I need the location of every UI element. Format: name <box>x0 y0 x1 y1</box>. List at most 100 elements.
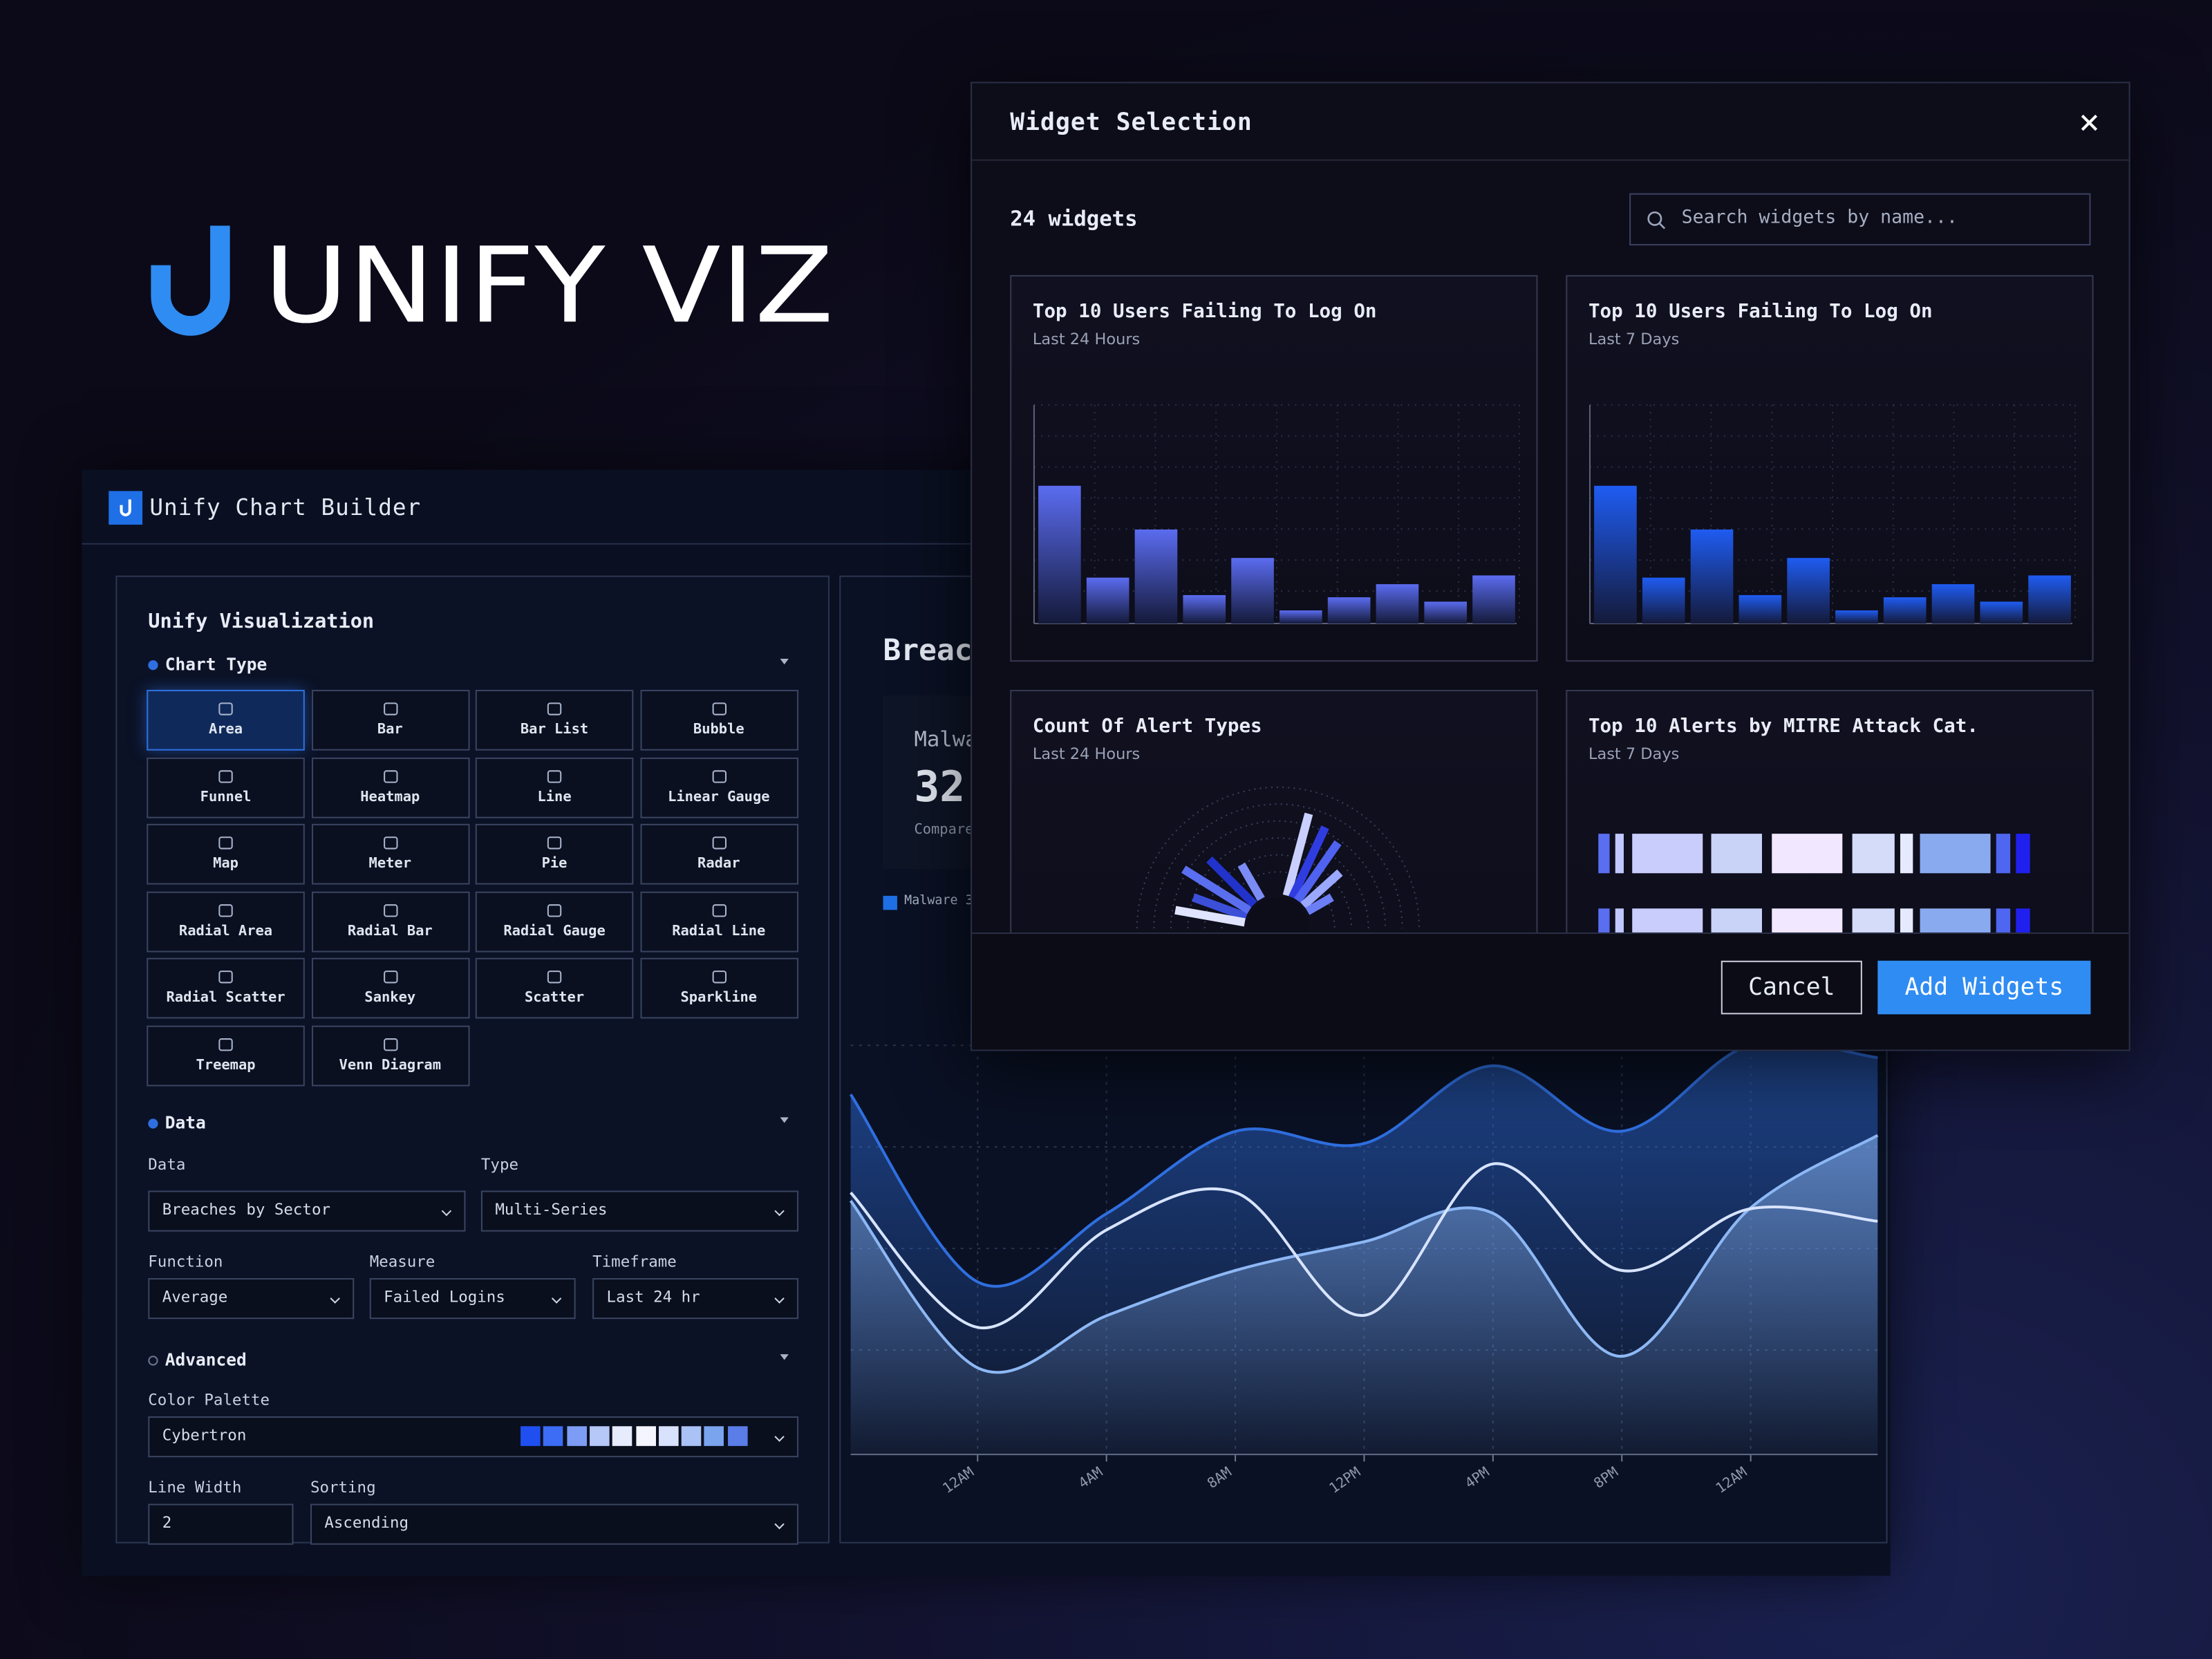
bar <box>1376 584 1419 624</box>
bar <box>1280 610 1322 624</box>
chart-type-button[interactable]: Funnel <box>147 756 305 818</box>
field-label: Measure <box>369 1253 435 1271</box>
bar <box>1642 577 1685 624</box>
heat-cell <box>1615 908 1624 932</box>
close-button[interactable] <box>2079 113 2099 133</box>
bar <box>1690 529 1734 624</box>
chart-type-button[interactable]: Radial Line <box>639 890 798 952</box>
chart-type-icon <box>383 702 397 715</box>
heat-cell <box>1711 834 1762 874</box>
settings-panel: Unify Visualization Chart Type Area Bar Bar … <box>115 575 830 1545</box>
widget-card[interactable]: Top 10 Users Failing To Log On Last 7 Day… <box>1566 274 2094 662</box>
chart-type-button[interactable]: Radar <box>639 823 798 885</box>
cancel-button[interactable]: Cancel <box>1721 960 1862 1015</box>
widget-card[interactable]: Count Of Alert Types Last 24 Hours <box>1010 689 1538 932</box>
select-box[interactable]: Failed Logins <box>369 1277 576 1320</box>
field-label: Type <box>480 1155 518 1174</box>
chart-type-button[interactable]: Linear Gauge <box>639 756 798 818</box>
chart-type-button[interactable]: Line <box>475 756 634 818</box>
radial-ring <box>1203 854 1353 928</box>
section-heading: Chart Type <box>165 654 268 675</box>
widget-modal: Widget Selection 24 widgets Search widgets… <box>971 82 2130 1051</box>
chart-type-label: Treemap <box>196 1057 256 1074</box>
chart-type-button[interactable]: Bubble <box>639 689 798 751</box>
chart-type-label: Map <box>213 856 238 872</box>
collapse-caret[interactable] <box>780 1354 789 1360</box>
logo: UNIFY VIZ <box>151 225 834 346</box>
chart-type-label: Radar <box>697 856 740 872</box>
radial-bar <box>1237 862 1265 901</box>
modal-divider <box>972 159 2129 161</box>
widget-card[interactable]: Top 10 Users Failing To Log On Last 24 Ho… <box>1010 274 1538 662</box>
select-box[interactable]: Breaches by Sector <box>148 1190 466 1232</box>
select-box[interactable]: Ascending <box>310 1503 799 1545</box>
x-tick-label: 4AM <box>1076 1463 1106 1492</box>
collapse-caret[interactable] <box>780 1117 789 1123</box>
stat-value: 32 <box>914 763 966 813</box>
chart-type-button[interactable]: Radial Gauge <box>475 890 634 952</box>
stat-card: Malwa 32 Compare <box>883 695 982 870</box>
chart-type-button[interactable]: Area <box>147 689 305 751</box>
dropdown-caret <box>330 1293 340 1304</box>
collapse-caret[interactable] <box>780 659 789 665</box>
radial-bar <box>1282 812 1313 897</box>
select-box[interactable]: Last 24 hr <box>592 1277 799 1320</box>
radial-bar <box>1174 906 1246 927</box>
x-tick-label: 12AM <box>939 1463 977 1497</box>
radial-bar <box>1294 840 1342 903</box>
heat-cell <box>2016 908 2030 932</box>
section-dot <box>148 660 158 671</box>
widget-preview <box>1136 786 1421 932</box>
heat-cell <box>1772 908 1843 932</box>
builder-title: Unify Chart Builder <box>149 494 422 521</box>
chart-type-button[interactable]: Bar List <box>475 689 634 751</box>
bar <box>1086 577 1130 624</box>
palette-swatch <box>658 1426 679 1446</box>
chart-type-icon <box>383 971 397 984</box>
select-box[interactable]: Multi-Series <box>480 1190 799 1232</box>
section-heading: Advanced <box>165 1350 247 1370</box>
modal-footer: Cancel Add Widgets <box>972 932 2129 1050</box>
chart-type-button[interactable]: Sparkline <box>639 957 798 1019</box>
stat-label: Malwa <box>914 727 978 752</box>
bar <box>1424 601 1468 624</box>
chart-type-button[interactable]: Heatmap <box>310 756 469 818</box>
legend-swatch <box>883 895 897 910</box>
chart-type-label: Scatter <box>525 990 585 1006</box>
chart-type-button[interactable]: Radial Bar <box>310 890 469 952</box>
chart-type-icon <box>218 971 233 984</box>
search-box[interactable]: Search widgets by name... <box>1629 193 2091 246</box>
dropdown-caret <box>551 1293 562 1304</box>
chart-type-button[interactable]: Venn Diagram <box>310 1024 469 1086</box>
bar <box>1931 584 1975 624</box>
search-icon <box>1647 211 1666 229</box>
chart-type-button[interactable]: Pie <box>475 823 634 885</box>
chart-type-icon <box>711 702 726 715</box>
chart-type-label: Area <box>208 722 243 738</box>
panel-title: Unify Visualization <box>148 610 375 634</box>
add-widgets-button[interactable]: Add Widgets <box>1877 960 2091 1015</box>
widget-card[interactable]: Top 10 Alerts by MITRE Attack Cat. Last 7… <box>1566 689 2094 932</box>
chart-type-button[interactable]: Sankey <box>310 957 469 1019</box>
palette-swatch <box>727 1426 747 1446</box>
bar <box>1134 529 1178 624</box>
chart-type-button[interactable]: Map <box>147 823 305 885</box>
chart-type-label: Radial Gauge <box>503 923 606 939</box>
select-box[interactable]: Average <box>148 1277 355 1320</box>
heat-cell <box>1852 834 1895 874</box>
text-input[interactable]: 2 <box>148 1503 294 1545</box>
chart-type-icon <box>711 971 726 984</box>
chart-type-label: Meter <box>368 856 411 872</box>
chart-type-button[interactable]: Radial Scatter <box>147 957 305 1019</box>
widget-title: Top 10 Alerts by MITRE Attack Cat. <box>1588 715 1978 738</box>
radial-ring <box>1187 837 1369 928</box>
chart-type-label: Bubble <box>693 722 744 738</box>
chart-type-button[interactable]: Scatter <box>475 957 634 1019</box>
logo-text: UNIFY VIZ <box>264 225 834 346</box>
chart-type-button[interactable]: Treemap <box>147 1024 305 1086</box>
x-tick-label: 12AM <box>1712 1463 1750 1497</box>
field-label: Data <box>148 1155 186 1174</box>
chart-type-button[interactable]: Meter <box>310 823 469 885</box>
chart-type-button[interactable]: Radial Area <box>147 890 305 952</box>
chart-type-button[interactable]: Bar <box>310 689 469 751</box>
